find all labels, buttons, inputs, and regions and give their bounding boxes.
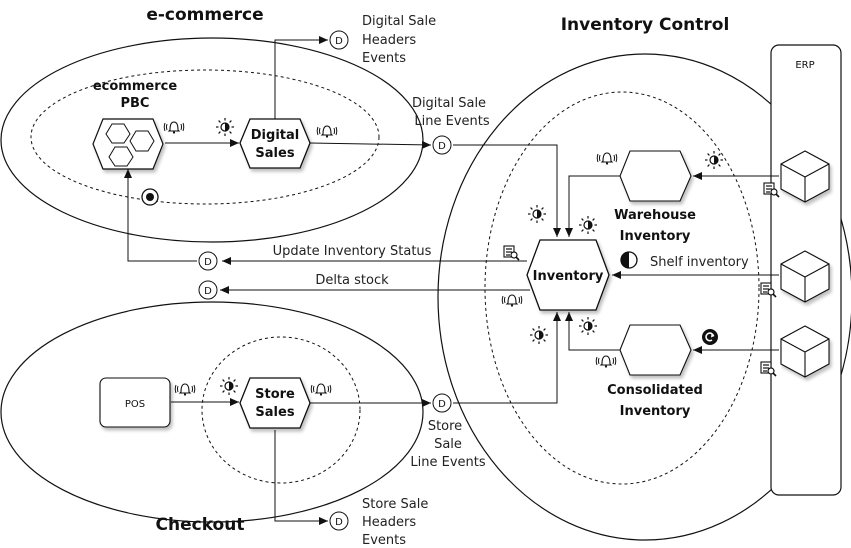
- sun-icon: [527, 204, 547, 224]
- digital-sales-node[interactable]: [239, 118, 311, 169]
- ecommerce-pbc-label-2: PBC: [121, 96, 150, 111]
- half-circle-icon: [620, 251, 638, 269]
- consolidated-label-1: Consolidated: [607, 383, 703, 398]
- alarm-bell-icon: [596, 152, 618, 166]
- alarm-bell-icon: [316, 125, 338, 139]
- alarm-bell-icon: [163, 121, 185, 135]
- sun-icon: [529, 325, 549, 345]
- consolidated-to-inventory: [565, 312, 620, 351]
- inventory-control-title: Inventory Control: [561, 15, 730, 35]
- checkout-title: Checkout: [156, 515, 245, 535]
- erp-label: ERP: [795, 60, 814, 71]
- event-digital-sale-headers[interactable]: D: [329, 30, 349, 50]
- checkout-boundary: [0, 301, 424, 523]
- store-sale-headers-label-2: Headers: [362, 515, 416, 530]
- ecommerce-pbc-label-1: ecommerce: [93, 79, 177, 94]
- digital-line-to-inventory: [453, 144, 561, 237]
- sun-icon: [215, 117, 235, 137]
- sun-icon: [219, 376, 239, 396]
- target-icon: [141, 188, 159, 206]
- event-store-sale-headers[interactable]: D: [329, 511, 349, 531]
- store-sales-label-1: Store: [255, 387, 295, 402]
- update-inventory-status-label: Update Inventory Status: [273, 244, 432, 259]
- store-sale-headers-label-1: Store Sale: [362, 497, 428, 512]
- alarm-bell-icon: [310, 383, 332, 397]
- refresh-icon: [702, 329, 718, 345]
- inventory-node[interactable]: [526, 239, 610, 311]
- event-d-symbol: D: [438, 141, 446, 152]
- event-digital-sale-line[interactable]: D: [432, 135, 452, 155]
- inventory-control-inner-boundary: [484, 91, 760, 485]
- ecommerce-title: e-commerce: [146, 5, 263, 25]
- event-update-inventory-status[interactable]: D: [198, 251, 218, 271]
- sun-icon: [578, 215, 598, 235]
- eq-search-icon: [503, 245, 520, 261]
- alarm-bell-icon: [174, 383, 196, 397]
- event-store-sale-line[interactable]: D: [432, 393, 452, 413]
- warehouse-inventory-node[interactable]: [619, 150, 692, 202]
- store-sale-line-label-3: Line Events: [410, 455, 485, 470]
- shelf-inventory-label: Shelf inventory: [650, 255, 749, 270]
- store-line-to-inventory: [453, 312, 561, 404]
- store-sales-label-2: Sales: [255, 405, 294, 420]
- event-delta-stock[interactable]: D: [198, 280, 218, 300]
- event-d-symbol: D: [438, 399, 446, 410]
- digital-sale-line-label-2: Line Events: [414, 114, 489, 129]
- store-sales-to-headers: [274, 430, 328, 525]
- event-d-symbol: D: [335, 36, 343, 47]
- consolidated-label-2: Inventory: [620, 404, 691, 419]
- warehouse-to-inventory: [565, 175, 620, 237]
- hexagon-icon: [105, 123, 155, 167]
- warehouse-label-1: Warehouse: [614, 208, 696, 223]
- pos-node[interactable]: [99, 377, 171, 428]
- store-sale-headers-label-3: Events: [362, 533, 406, 548]
- digital-sale-headers-label-2: Headers: [362, 33, 416, 48]
- consolidated-inventory-node[interactable]: [619, 324, 692, 376]
- digital-sales-to-line-events: [309, 140, 432, 149]
- event-d-symbol: D: [204, 257, 212, 268]
- digital-sale-headers-label-3: Events: [362, 51, 406, 66]
- inventory-control-boundary: [437, 53, 851, 541]
- alarm-bell-icon: [501, 294, 523, 308]
- update-status-to-pbc: [124, 169, 197, 262]
- sun-icon: [704, 150, 724, 170]
- warehouse-label-2: Inventory: [620, 229, 691, 244]
- digital-sales-to-headers: [274, 36, 328, 119]
- store-sales-node[interactable]: [239, 377, 311, 429]
- pos-label: POS: [125, 399, 145, 410]
- ecommerce-inner-boundary: [30, 69, 380, 205]
- sun-icon: [578, 316, 598, 336]
- delta-stock-label: Delta stock: [315, 273, 389, 288]
- digital-sales-label-1: Digital: [251, 128, 299, 143]
- event-d-symbol: D: [204, 286, 212, 297]
- inventory-label: Inventory: [533, 269, 604, 284]
- checkout-inner-boundary: [201, 336, 361, 484]
- ecommerce-boundary: [0, 37, 424, 243]
- event-d-symbol: D: [335, 517, 343, 528]
- store-sale-line-label-1: Store: [428, 419, 462, 434]
- store-sale-line-label-2: Sale: [434, 437, 462, 452]
- digital-sale-line-label-1: Digital Sale: [412, 96, 486, 111]
- digital-sale-headers-label-1: Digital Sale: [362, 14, 436, 29]
- digital-sales-label-2: Sales: [255, 146, 294, 161]
- alarm-bell-icon: [595, 355, 617, 369]
